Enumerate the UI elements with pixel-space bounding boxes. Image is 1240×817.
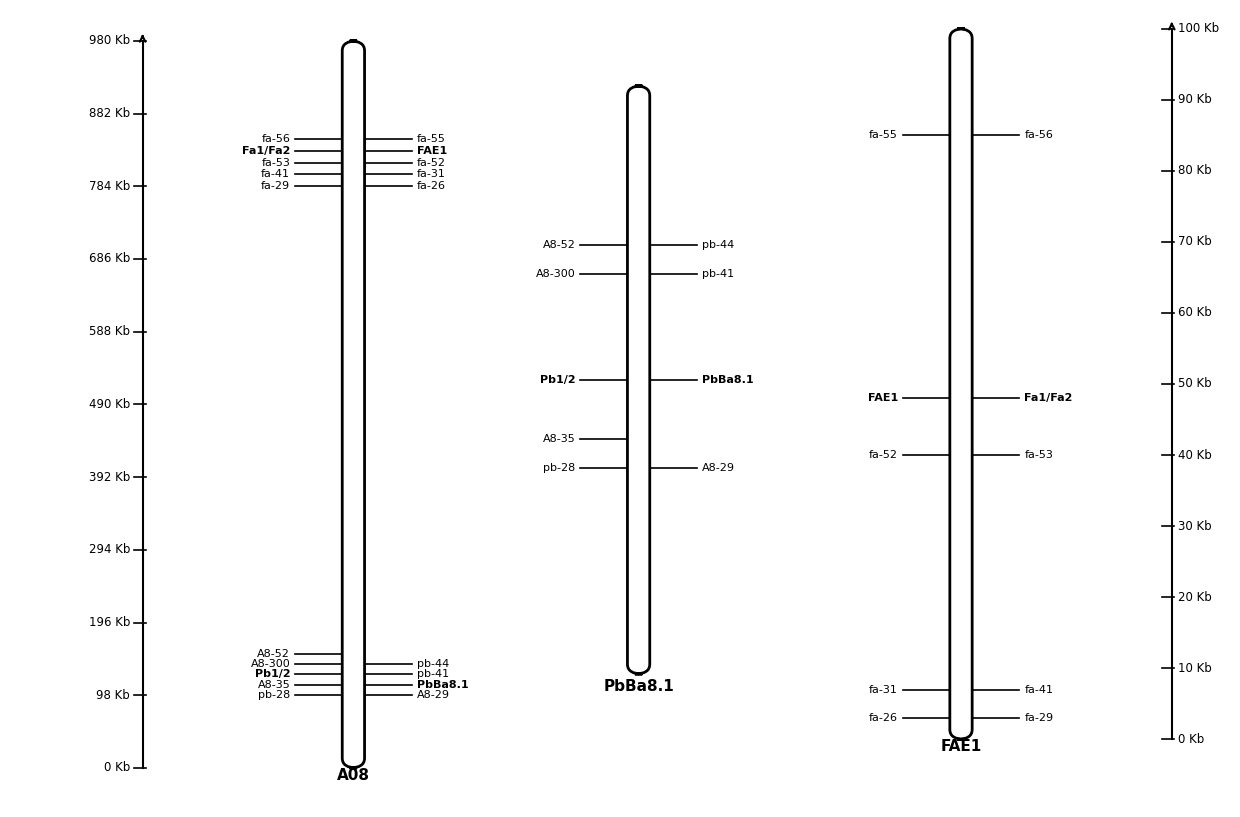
Text: 50 Kb: 50 Kb xyxy=(1178,377,1211,391)
Text: fa-56: fa-56 xyxy=(262,134,290,144)
Text: 60 Kb: 60 Kb xyxy=(1178,306,1211,319)
Text: pb-28: pb-28 xyxy=(543,463,575,473)
Text: fa-26: fa-26 xyxy=(869,713,898,723)
Text: 0 Kb: 0 Kb xyxy=(104,761,130,775)
Text: Pb1/2: Pb1/2 xyxy=(539,375,575,385)
Text: A8-300: A8-300 xyxy=(250,659,290,669)
Text: pb-41: pb-41 xyxy=(702,269,734,279)
Text: 80 Kb: 80 Kb xyxy=(1178,164,1211,177)
Text: 588 Kb: 588 Kb xyxy=(89,325,130,338)
Text: PbBa8.1: PbBa8.1 xyxy=(417,680,469,690)
Text: fa-29: fa-29 xyxy=(262,181,290,191)
Text: fa-26: fa-26 xyxy=(417,181,445,191)
Text: A8-35: A8-35 xyxy=(543,434,575,444)
Text: 882 Kb: 882 Kb xyxy=(89,107,130,120)
Text: A08: A08 xyxy=(337,768,370,783)
Text: 980 Kb: 980 Kb xyxy=(89,34,130,47)
Text: 98 Kb: 98 Kb xyxy=(97,689,130,702)
Text: fa-41: fa-41 xyxy=(1024,685,1053,694)
Text: fa-52: fa-52 xyxy=(869,450,898,460)
FancyBboxPatch shape xyxy=(950,29,972,739)
Text: fa-53: fa-53 xyxy=(1024,450,1053,460)
Text: Pb1/2: Pb1/2 xyxy=(254,669,290,680)
Text: 40 Kb: 40 Kb xyxy=(1178,449,1211,462)
Text: 490 Kb: 490 Kb xyxy=(89,398,130,411)
Text: fa-53: fa-53 xyxy=(262,158,290,167)
Text: fa-55: fa-55 xyxy=(417,134,445,144)
Text: FAE1: FAE1 xyxy=(868,393,898,404)
Text: fa-55: fa-55 xyxy=(869,130,898,141)
Text: fa-31: fa-31 xyxy=(417,169,445,180)
Text: A8-52: A8-52 xyxy=(257,649,290,659)
Text: 70 Kb: 70 Kb xyxy=(1178,235,1211,248)
Text: fa-41: fa-41 xyxy=(262,169,290,180)
Text: fa-31: fa-31 xyxy=(869,685,898,694)
Text: A8-29: A8-29 xyxy=(417,690,450,700)
FancyBboxPatch shape xyxy=(342,41,365,768)
Text: pb-41: pb-41 xyxy=(417,669,449,680)
Text: A8-300: A8-300 xyxy=(536,269,575,279)
Text: 294 Kb: 294 Kb xyxy=(89,543,130,556)
Text: 10 Kb: 10 Kb xyxy=(1178,662,1211,675)
Text: Fa1/Fa2: Fa1/Fa2 xyxy=(242,145,290,156)
Text: 196 Kb: 196 Kb xyxy=(89,616,130,629)
Text: 686 Kb: 686 Kb xyxy=(89,252,130,266)
Text: pb-44: pb-44 xyxy=(417,659,449,669)
Text: fa-56: fa-56 xyxy=(1024,130,1053,141)
Text: PbBa8.1: PbBa8.1 xyxy=(603,680,675,694)
Text: fa-29: fa-29 xyxy=(1024,713,1053,723)
Text: fa-52: fa-52 xyxy=(417,158,445,167)
Text: Fa1/Fa2: Fa1/Fa2 xyxy=(1024,393,1073,404)
FancyBboxPatch shape xyxy=(627,86,650,674)
Text: 100 Kb: 100 Kb xyxy=(1178,22,1219,35)
Text: 0 Kb: 0 Kb xyxy=(1178,733,1204,746)
Text: FAE1: FAE1 xyxy=(940,739,982,754)
Text: 30 Kb: 30 Kb xyxy=(1178,520,1211,533)
Text: 90 Kb: 90 Kb xyxy=(1178,93,1211,106)
Text: A8-29: A8-29 xyxy=(702,463,735,473)
Text: FAE1: FAE1 xyxy=(417,145,446,156)
Text: 20 Kb: 20 Kb xyxy=(1178,591,1211,604)
Text: pb-44: pb-44 xyxy=(702,239,734,250)
Text: 784 Kb: 784 Kb xyxy=(89,180,130,193)
Text: A8-52: A8-52 xyxy=(542,239,575,250)
Text: PbBa8.1: PbBa8.1 xyxy=(702,375,754,385)
Text: 392 Kb: 392 Kb xyxy=(89,471,130,484)
Text: A8-35: A8-35 xyxy=(258,680,290,690)
Text: pb-28: pb-28 xyxy=(258,690,290,700)
